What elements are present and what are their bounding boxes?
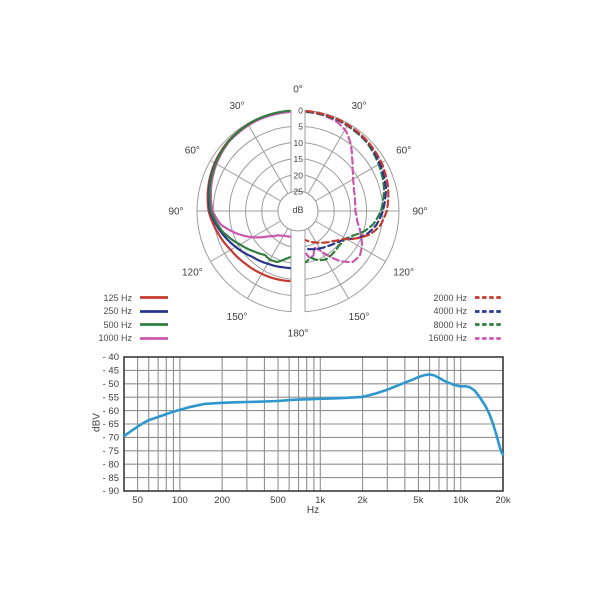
polar-grid-spoke (210, 220, 281, 262)
polar-grid-spoke (307, 123, 349, 194)
legend-item: 8000 Hz (401, 318, 504, 332)
legend-swatch (140, 309, 168, 313)
response-ytick-label: - 45 (103, 366, 119, 377)
polar-legend-left: 125 Hz 250 Hz 500 Hz 1000 Hz (66, 291, 169, 345)
legend-swatch (140, 296, 168, 300)
legend-label: 8000 Hz (433, 319, 467, 330)
response-xtick-label: 1k (315, 495, 325, 506)
polar-radial-tick-label: 25 (294, 187, 304, 197)
legend-label: 250 Hz (103, 306, 132, 317)
legend-item: 125 Hz (66, 291, 169, 305)
polar-curves (206, 109, 390, 283)
polar-angle-label: 60° (185, 146, 200, 157)
legend-swatch (140, 336, 168, 340)
polar-grid-spoke (315, 160, 386, 202)
polar-angle-label: 120° (393, 268, 414, 279)
polar-chart: 0 5 10 15 20 25 0° 30° 30° 60° 60° 90° 90° 120° 120° 15… (168, 85, 427, 340)
polar-angle-label: 30° (229, 101, 244, 112)
polar-angle-label: 150° (227, 312, 248, 323)
polar-radial-tick-label: 10 (294, 138, 304, 148)
polar-radial-tick-label: 15 (294, 154, 304, 164)
response-xtick-label: 200 (214, 495, 230, 506)
legend-swatch (475, 296, 503, 300)
response-ytick-label: - 50 (103, 379, 119, 390)
polar-series-250-hz (207, 110, 292, 270)
polar-unit-label: dB (292, 205, 304, 215)
polar-angle-label: 90° (412, 207, 427, 218)
response-xtick-label: 10k (453, 495, 469, 506)
legend-label: 125 Hz (103, 292, 132, 303)
response-xtick-label: 5k (413, 495, 423, 506)
polar-angle-label: 60° (396, 146, 411, 157)
legend-item: 2000 Hz (401, 291, 504, 305)
polar-radial-tick-label: 0 (298, 106, 303, 116)
polar-angle-label: 30° (351, 101, 366, 112)
response-ytick-label: - 65 (103, 419, 119, 430)
polar-legend-right: 2000 Hz 4000 Hz 8000 Hz 16000 Hz (401, 291, 504, 345)
response-x-axis-label: Hz (306, 505, 320, 516)
response-ytick-label: - 40 (103, 352, 119, 363)
polar-radial-tick-label: 5 (298, 122, 303, 132)
response-ytick-label: - 85 (103, 473, 119, 484)
polar-series-500-hz (208, 109, 291, 264)
response-ytick-label: - 70 (103, 433, 119, 444)
polar-series-2000-hz (304, 109, 390, 244)
response-xtick-label: 2k (358, 495, 368, 506)
legend-label: 1000 Hz (98, 333, 132, 344)
response-xtick-label: 100 (172, 495, 188, 506)
response-ytick-label: - 55 (103, 392, 119, 403)
polar-angle-label: 120° (182, 268, 203, 279)
response-curve (122, 373, 505, 456)
response-ytick-label: - 90 (103, 486, 119, 497)
response-plot-border (123, 356, 504, 492)
legend-item: 250 Hz (66, 305, 169, 319)
response-y-axis-label: dBV (91, 413, 103, 432)
polar-angle-label: 90° (168, 207, 183, 218)
response-ytick-label: - 60 (103, 406, 119, 417)
polar-angle-label: 0° (293, 85, 303, 96)
legend-item: 4000 Hz (401, 305, 504, 319)
frequency-response-chart: - 40 - 45 - 50 - 55 - 60 - 65 - 70 - 75 - 80 - 85… (103, 352, 511, 506)
legend-label: 4000 Hz (433, 306, 467, 317)
legend-swatch (475, 336, 503, 340)
legend-label: 500 Hz (103, 319, 132, 330)
legend-swatch (475, 309, 503, 313)
legend-label: 2000 Hz (433, 292, 467, 303)
polar-series-16000-hz (305, 110, 364, 264)
response-ytick-label: - 75 (103, 446, 119, 457)
polar-hub-circle (277, 190, 319, 232)
legend-swatch (140, 323, 168, 327)
polar-grid-spoke (315, 220, 386, 262)
polar-radial-tick-label: 20 (294, 170, 304, 180)
response-xtick-label: 20k (495, 495, 511, 506)
response-xtick-label: 500 (270, 495, 286, 506)
legend-item: 1000 Hz (66, 332, 169, 346)
polar-grid-spoke (307, 228, 349, 299)
polar-series-1000-hz (209, 110, 292, 239)
polar-angle-label: 180° (288, 329, 309, 340)
response-ytick-label: - 80 (103, 459, 119, 470)
polar-grid-spoke (247, 123, 289, 194)
polar-grid-spoke (210, 160, 281, 202)
legend-item: 500 Hz (66, 318, 169, 332)
legend-label: 16000 Hz (428, 333, 467, 344)
legend-swatch (475, 323, 503, 327)
legend-item: 16000 Hz (401, 332, 504, 346)
response-xtick-label: 50 (132, 495, 143, 506)
polar-angle-label: 150° (349, 312, 370, 323)
